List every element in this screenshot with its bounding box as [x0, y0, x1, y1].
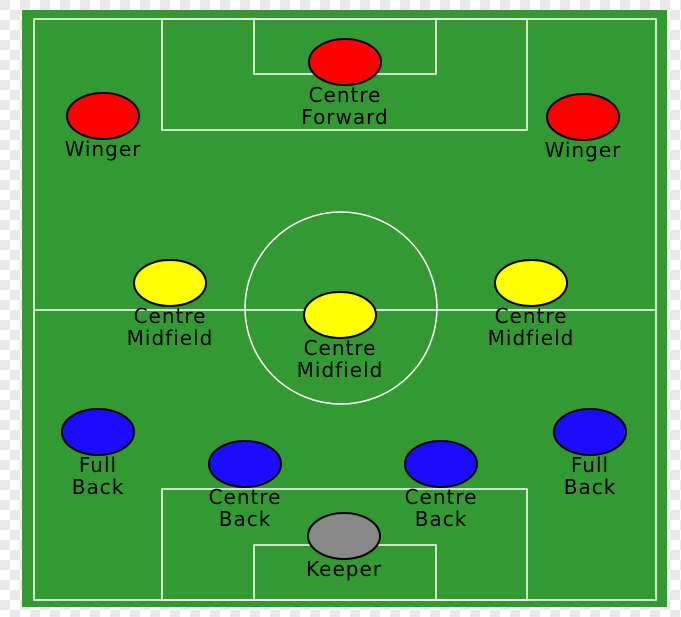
player-winger-right: Winger	[545, 93, 622, 162]
keeper-marker	[307, 512, 381, 560]
centre-back-right-label-line: Centre	[405, 485, 478, 509]
winger-right-label-line: Winger	[545, 138, 622, 162]
centre-midfield-right-marker	[494, 259, 568, 307]
keeper-label-line: Keeper	[306, 557, 382, 581]
full-back-left-label-line: Full	[79, 453, 117, 477]
centre-back-left-label-line: Centre	[209, 485, 282, 509]
centre-midfield-right-label-line: Midfield	[488, 326, 575, 350]
winger-left-marker	[66, 92, 140, 140]
full-back-left-label-line: Back	[72, 475, 125, 499]
winger-right-marker	[546, 93, 620, 141]
centre-back-right-marker	[404, 440, 478, 488]
centre-midfield-right-label-line: Centre	[495, 304, 568, 328]
full-back-right-marker	[553, 408, 627, 456]
centre-circle	[244, 211, 438, 405]
centre-forward-marker	[308, 38, 382, 86]
winger-left-label-line: Winger	[65, 137, 142, 161]
full-back-right-label-line: Back	[564, 475, 617, 499]
centre-midfield-center-label-line: Midfield	[297, 358, 384, 382]
pitch-markings	[33, 18, 657, 601]
centre-forward-label-line: Centre	[309, 83, 382, 107]
centre-midfield-center-marker	[303, 291, 377, 339]
player-keeper: Keeper	[306, 512, 382, 581]
full-back-right-label-line: Full	[571, 453, 609, 477]
centre-back-right-label-line: Back	[415, 507, 468, 531]
centre-back-left-label-line: Back	[219, 507, 272, 531]
centre-forward-label-line: Forward	[301, 105, 388, 129]
centre-midfield-left-marker	[133, 259, 207, 307]
full-back-left-marker	[61, 408, 135, 456]
player-winger-left: Winger	[65, 92, 142, 161]
centre-midfield-left-label-line: Midfield	[127, 326, 214, 350]
centre-midfield-center-label-line: Centre	[304, 336, 377, 360]
centre-back-left-marker	[208, 440, 282, 488]
centre-midfield-left-label-line: Centre	[134, 304, 207, 328]
